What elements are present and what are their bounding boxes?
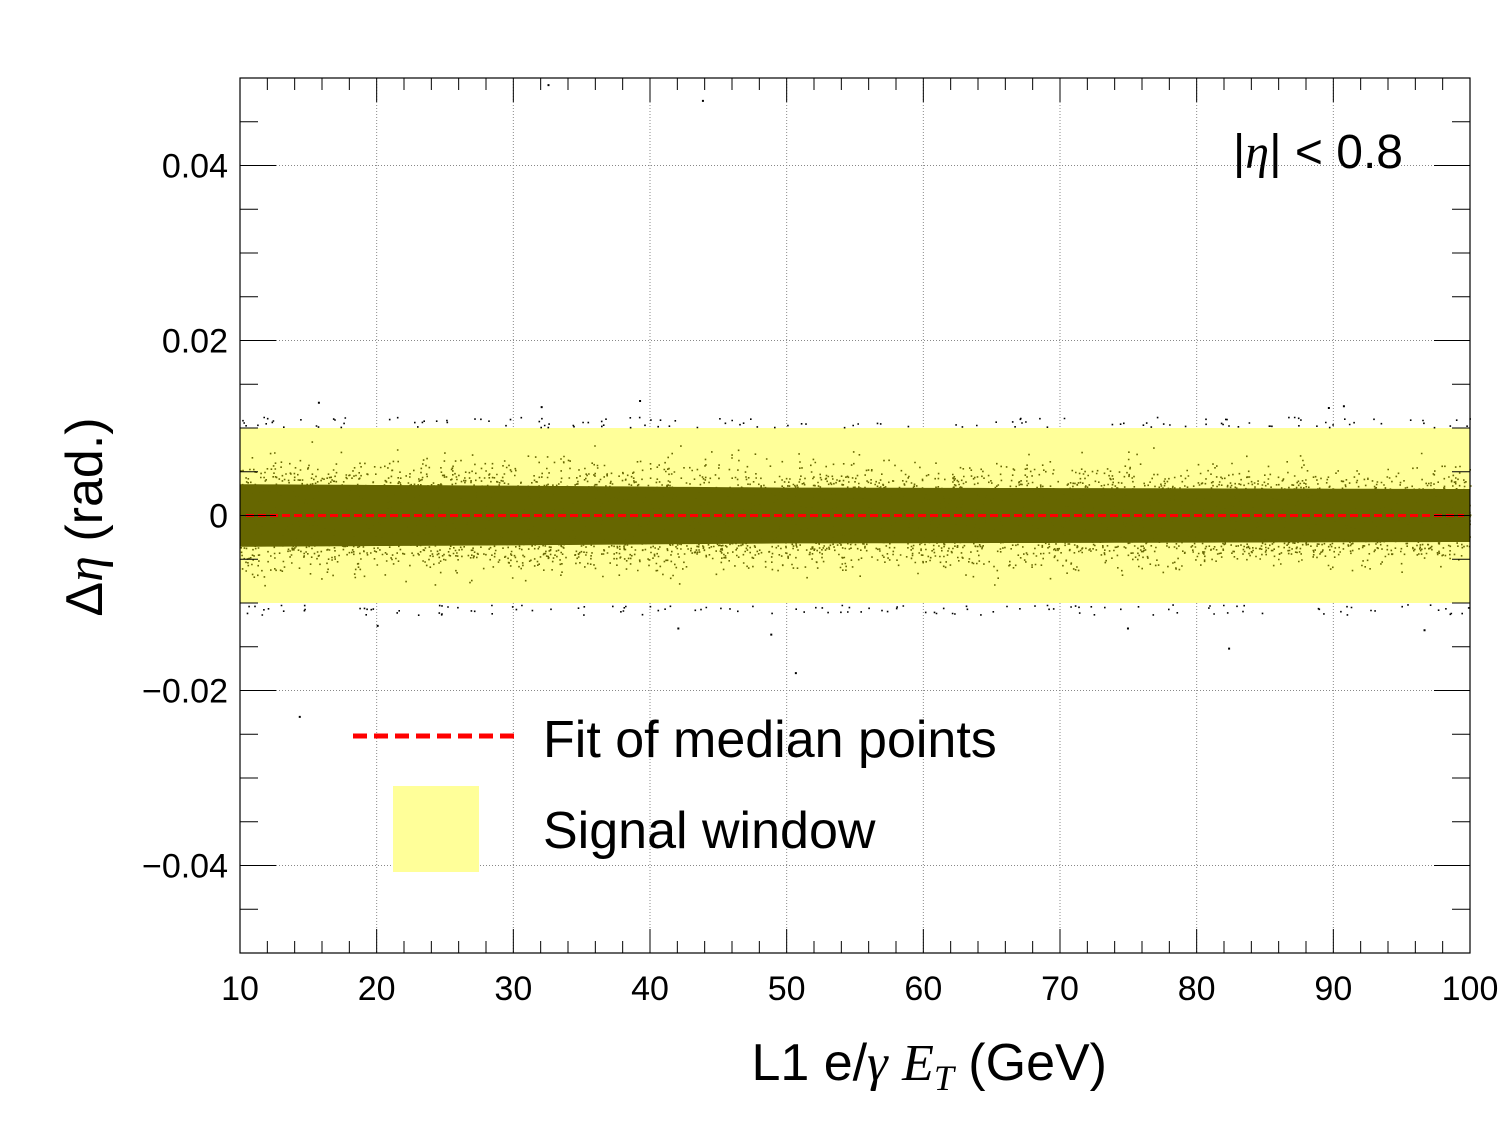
axis-ticks [239, 77, 1471, 954]
data-cloud [240, 84, 1472, 718]
outlier-point [1228, 647, 1231, 650]
y-tick-label: −0.02 [142, 673, 228, 711]
y-tick-label: −0.04 [142, 848, 228, 886]
outlier-point [677, 627, 680, 630]
legend-window-swatch [393, 786, 479, 872]
outlier-point [701, 99, 704, 102]
legend-fit-label: Fit of median points [543, 711, 997, 769]
outlier-point [317, 401, 320, 404]
legend-window-label: Signal window [543, 802, 876, 860]
grid [240, 78, 1470, 953]
x-tick-label: 10 [221, 970, 259, 1008]
outlier-point [1342, 405, 1345, 408]
outlier-point [1327, 407, 1330, 409]
outlier-point [639, 400, 642, 402]
x-tick-label: 100 [1442, 970, 1499, 1008]
x-tick-label: 80 [1178, 970, 1216, 1008]
outlier-point [540, 406, 543, 409]
x-tick-label: 20 [358, 970, 396, 1008]
legend: Fit of median points Signal window [353, 711, 997, 872]
x-tick-label: 70 [1041, 970, 1079, 1008]
y-tick-label: 0.02 [162, 323, 228, 361]
x-tick-label: 50 [768, 970, 806, 1008]
y-axis-title: Δη (rad.) [56, 417, 114, 616]
outlier-point [794, 672, 797, 675]
x-axis-title: L1 e/γ ET (GeV) [751, 1034, 1107, 1098]
outlier-point [376, 624, 379, 627]
x-tick-label: 30 [494, 970, 532, 1008]
x-tick-label: 90 [1314, 970, 1352, 1008]
x-tick-label: 40 [631, 970, 669, 1008]
outlier-point [298, 715, 301, 718]
cloud-points [240, 441, 1472, 587]
outlier-point [770, 633, 773, 636]
tick-labels: 10 20 30 40 50 60 70 80 90 100 −0.04 −0.02 0 0.02 0.04 [142, 148, 1498, 1009]
y-tick-label: 0.04 [162, 148, 228, 186]
outlier-point [547, 84, 550, 87]
outlier-point [1126, 627, 1129, 630]
y-tick-label: 0 [209, 498, 228, 536]
outlier-point [1423, 629, 1426, 632]
eta-region-annotation: |η| < 0.8 [1233, 126, 1403, 179]
x-tick-label: 60 [904, 970, 942, 1008]
